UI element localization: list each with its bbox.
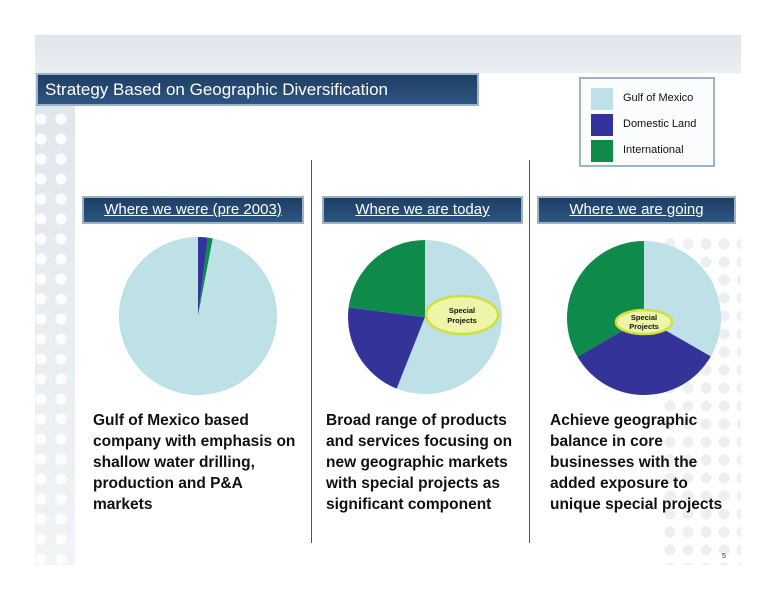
description-today: Broad range of products and services foc… [326,410,512,515]
description-line: Broad range of products [326,412,507,429]
legend-item-international: International [591,140,711,162]
legend-label-international: International [623,144,684,156]
description-future: Achieve geographic balance in core busin… [550,410,722,515]
description-line: unique special projects [550,496,723,513]
pie-slice-domestic-land [577,318,711,395]
header-today: Where we are today [322,196,523,224]
description-line: Achieve geographic [550,412,698,429]
description-line: production and P&A [93,475,243,492]
description-line: company with emphasis on [93,433,296,450]
description-line: significant component [326,496,492,513]
special-projects-label: Special [449,306,475,315]
description-line: and services focusing on [326,433,513,450]
legend-swatch-gulf [591,88,613,110]
legend: Gulf of Mexico Domestic Land Internation… [579,77,715,167]
legend-label-gulf: Gulf of Mexico [623,92,694,104]
description-line: businesses with the [550,454,698,471]
column-divider-1 [311,160,312,543]
left-texture [35,73,75,565]
slide-title: Strategy Based on Geographic Diversifica… [36,73,479,106]
pie-slice-international [348,240,425,317]
column-divider-2 [529,160,530,543]
pie-slice-domestic-land [348,307,425,389]
description-past: Gulf of Mexico based company with emphas… [93,410,295,515]
pie-slice-gulf-of-mexico [119,237,278,395]
header-future: Where we are going [537,196,736,224]
description-line: shallow water drilling, [93,454,255,471]
special-projects-label: Projects [629,322,659,331]
pie-chart-past [119,237,278,395]
description-line: new geographic markets [326,454,508,471]
legend-swatch-domestic [591,114,613,136]
page-number: 5 [722,553,726,560]
special-projects-label: Special [631,313,657,322]
description-line: with special projects as [326,475,501,492]
legend-swatch-international [591,140,613,162]
pie-slice-domestic-land [198,237,208,316]
description-line: added exposure to [550,475,688,492]
top-band [35,35,741,73]
pie-slice-international [198,237,213,316]
description-line: Gulf of Mexico based [93,412,249,429]
legend-item-domestic: Domestic Land [591,114,711,136]
legend-item-gulf: Gulf of Mexico [591,88,711,110]
special-projects-ellipse [424,294,500,336]
header-past: Where we were (pre 2003) [82,196,304,224]
special-projects-label: Projects [447,316,477,325]
special-projects-ellipse [614,308,674,336]
legend-label-domestic: Domestic Land [623,118,697,130]
description-line: markets [93,496,153,513]
description-line: balance in core [550,433,663,450]
